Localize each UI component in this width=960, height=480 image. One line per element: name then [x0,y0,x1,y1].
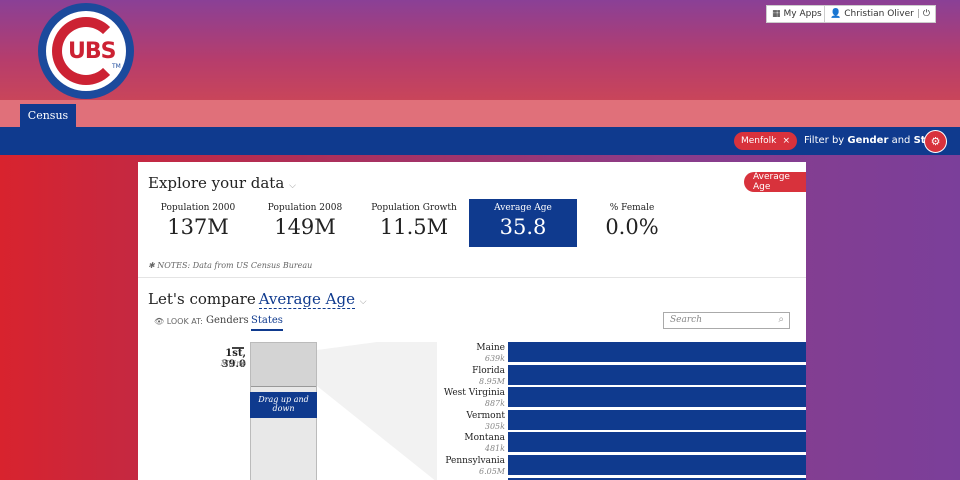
sliders-icon[interactable]: ⚙ [924,130,947,153]
state-bar-row[interactable]: Vermont 305k [138,409,806,432]
notes: ✱ NOTES: Data from US Census Bureau [148,261,313,270]
funnel-shape [317,342,437,480]
stat-population-2000[interactable]: Population 2000 137M [160,203,236,239]
state-bar[interactable] [508,342,806,362]
close-icon[interactable]: × [782,136,790,146]
rank-label: 1st, 39.0 [221,348,246,370]
search-icon: ⌕ [778,314,784,325]
search-input[interactable]: Search ⌕ [663,312,790,329]
state-name: Florida [472,365,505,376]
state-bar-row[interactable]: Florida 8.95M [138,364,806,387]
divider [138,277,806,278]
user-name: Christian Oliver [844,9,914,19]
tab-genders[interactable]: Genders [206,315,249,326]
state-population: 639k [484,354,505,363]
compare-title: Let's compare Average Age ⌵ [148,290,367,309]
state-population: 6.05M [478,467,505,476]
cubs-logo[interactable]: UBS TM [38,3,134,99]
tab-census[interactable]: Census [20,104,76,127]
stat-average-age[interactable]: Average Age 35.8 [469,199,577,247]
average-age-pill[interactable]: Average Age [744,172,806,192]
state-population: 305k [484,421,505,431]
nav-bar [0,100,960,127]
main-panel: Explore your data ⌵ Average Age Populati… [138,162,806,480]
explore-title[interactable]: Explore your data ⌵ [148,174,296,192]
app-header: UBS TM ▦ My Apps 👤 Christian Oliver | ⏻ [0,0,960,100]
my-apps-button[interactable]: ▦ My Apps [766,5,828,23]
state-bar[interactable] [508,477,806,480]
state-population: 887k [484,399,505,409]
filter-chip-label: Menfolk [741,136,777,146]
state-bar-row[interactable] [138,477,806,480]
chevron-down-icon: ⌵ [289,181,296,191]
my-apps-label: My Apps [783,9,822,19]
state-name: Vermont [466,410,505,421]
tab-states[interactable]: States [251,315,283,331]
state-bar[interactable] [508,432,806,453]
state-name: West Virginia [443,388,505,399]
state-name: Montana [464,433,505,444]
rank-marker [232,347,244,349]
state-name: Pennsylvania [445,456,505,466]
stat-population-2008[interactable]: Population 2008 149M [267,203,343,239]
user-icon: 👤 [830,9,842,19]
drag-tooltip: Drag up and down [250,392,317,418]
power-icon[interactable]: ⏻ [922,9,931,19]
filter-label: Filter by Gender and State [804,135,944,146]
state-bar-row[interactable]: Maine639k39.0 [138,342,806,364]
rank-state: Maine [220,359,246,368]
filter-bar [0,127,960,155]
state-bar-row[interactable]: Pennsylvania 6.05M [138,455,806,477]
state-name: Maine [476,343,505,353]
state-bar[interactable] [508,364,806,385]
filter-chip-menfolk[interactable]: Menfolk × [734,132,797,150]
metric-selector[interactable]: Average Age [258,290,355,309]
scroller-thumb[interactable] [251,343,316,387]
state-bar[interactable] [508,455,806,475]
state-bar-row[interactable]: Montana 481k [138,432,806,454]
state-bar-row[interactable]: West Virginia 887k [138,387,806,409]
stat-percent-female[interactable]: % Female 0.0% [605,203,659,239]
grid-icon: ▦ [772,9,781,19]
state-bar[interactable] [508,409,806,430]
user-menu-button[interactable]: 👤 Christian Oliver | ⏻ [824,5,937,23]
stat-population-growth[interactable]: Population Growth 11.5M [371,203,457,239]
state-population: 8.95M [478,376,505,386]
logo-text: UBS [68,39,116,64]
state-population: 481k [484,444,505,454]
chevron-down-icon: ⌵ [359,297,367,307]
look-at-label: 👁 LOOK AT: [154,317,203,326]
state-bar[interactable] [508,387,806,408]
